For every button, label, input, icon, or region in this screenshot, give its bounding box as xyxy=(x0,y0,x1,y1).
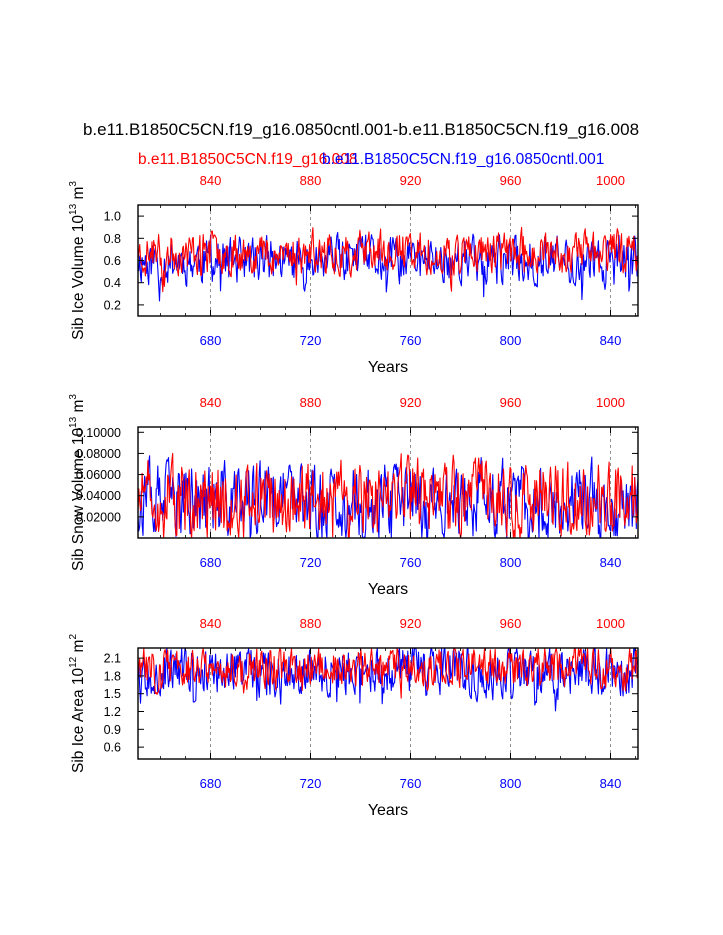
x-tick-label-bottom: 760 xyxy=(400,776,422,791)
x-axis-title: Years xyxy=(368,802,408,819)
y-axis-title: Sib Snow Volume 1013 m3 xyxy=(68,394,87,571)
x-tick-label-top: 880 xyxy=(300,395,322,410)
series-line-red xyxy=(138,226,638,293)
figure-title: b.e11.B1850C5CN.f19_g16.0850cntl.001-b.e… xyxy=(83,120,639,139)
x-tick-label-bottom: 720 xyxy=(300,333,322,348)
x-tick-label-bottom: 680 xyxy=(200,776,222,791)
chart-panel-1: 680 720 760 800 840 840 880 920 960 1000 0.2 0.4 0.6… xyxy=(68,173,639,376)
x-tick-label-top: 880 xyxy=(300,173,322,188)
y-tick-label: 1.8 xyxy=(104,669,121,683)
y-tick-label: 0.04000 xyxy=(76,489,121,503)
series-line-red xyxy=(138,648,638,699)
series-line-red xyxy=(138,452,638,538)
x-tick-label-top: 1000 xyxy=(596,395,625,410)
x-tick-label-top: 1000 xyxy=(596,616,625,631)
y-tick-label: 0.08000 xyxy=(76,447,121,461)
y-tick-label: 0.6 xyxy=(104,254,121,268)
y-tick-label: 1.2 xyxy=(104,705,121,719)
y-tick-label: 1.0 xyxy=(104,210,121,224)
x-tick-label-top: 880 xyxy=(300,616,322,631)
x-tick-label-top: 920 xyxy=(400,173,422,188)
chart-panel-2: 680 720 760 800 840 840 880 920 960 1000 0.02000 0.… xyxy=(68,394,639,598)
y-tick-label: 0.8 xyxy=(104,232,121,246)
x-tick-label-bottom: 800 xyxy=(500,555,522,570)
x-axis-title: Years xyxy=(368,359,408,376)
y-tick-label: 0.4 xyxy=(104,276,121,290)
y-tick-label: 0.6 xyxy=(104,741,121,755)
legend-blue-label: b.e11.B1850C5CN.f19_g16.0850cntl.001 xyxy=(322,151,604,168)
plot-frame xyxy=(137,426,639,539)
x-tick-label-bottom: 720 xyxy=(300,776,322,791)
x-tick-label-bottom: 760 xyxy=(400,555,422,570)
x-tick-label-bottom: 840 xyxy=(600,776,622,791)
x-tick-label-top: 840 xyxy=(200,616,222,631)
x-tick-label-top: 920 xyxy=(400,616,422,631)
y-tick-label: 0.9 xyxy=(104,723,121,737)
x-tick-label-bottom: 840 xyxy=(600,555,622,570)
x-tick-label-top: 960 xyxy=(500,395,522,410)
series-group xyxy=(138,226,638,302)
y-axis-title: Sib Ice Area 1012 m2 xyxy=(68,634,87,773)
x-tick-label-bottom: 680 xyxy=(200,333,222,348)
x-tick-label-bottom: 680 xyxy=(200,555,222,570)
x-tick-label-bottom: 800 xyxy=(500,333,522,348)
x-tick-label-top: 840 xyxy=(200,173,222,188)
y-tick-label: 2.1 xyxy=(104,652,121,666)
series-line-blue xyxy=(138,648,638,712)
y-tick-label: 1.5 xyxy=(104,687,121,701)
x-tick-label-bottom: 720 xyxy=(300,555,322,570)
series-group xyxy=(138,452,638,538)
y-tick-label: 0.10000 xyxy=(76,426,121,440)
y-tick-label: 0.2 xyxy=(104,298,121,312)
series-line-blue xyxy=(138,231,638,302)
x-tick-label-top: 960 xyxy=(500,173,522,188)
x-tick-label-bottom: 760 xyxy=(400,333,422,348)
x-tick-label-top: 960 xyxy=(500,616,522,631)
x-tick-label-top: 1000 xyxy=(596,173,625,188)
chart-panel-3: 680 720 760 800 840 840 880 920 960 1000 0.6 0.9 1.2… xyxy=(68,616,639,819)
y-tick-label: 0.06000 xyxy=(76,468,121,482)
legend-red-label: b.e11.B1850C5CN.f19_g16.008 xyxy=(138,151,357,168)
x-tick-label-top: 840 xyxy=(200,395,222,410)
series-group xyxy=(138,648,638,712)
x-tick-label-bottom: 840 xyxy=(600,333,622,348)
y-axis-title: Sib Ice Volume 1013 m3 xyxy=(68,181,87,340)
x-tick-label-top: 920 xyxy=(400,395,422,410)
y-tick-label: 0.02000 xyxy=(76,510,121,524)
x-axis-title: Years xyxy=(368,581,408,598)
plot-frame xyxy=(137,647,639,760)
x-tick-label-bottom: 800 xyxy=(500,776,522,791)
